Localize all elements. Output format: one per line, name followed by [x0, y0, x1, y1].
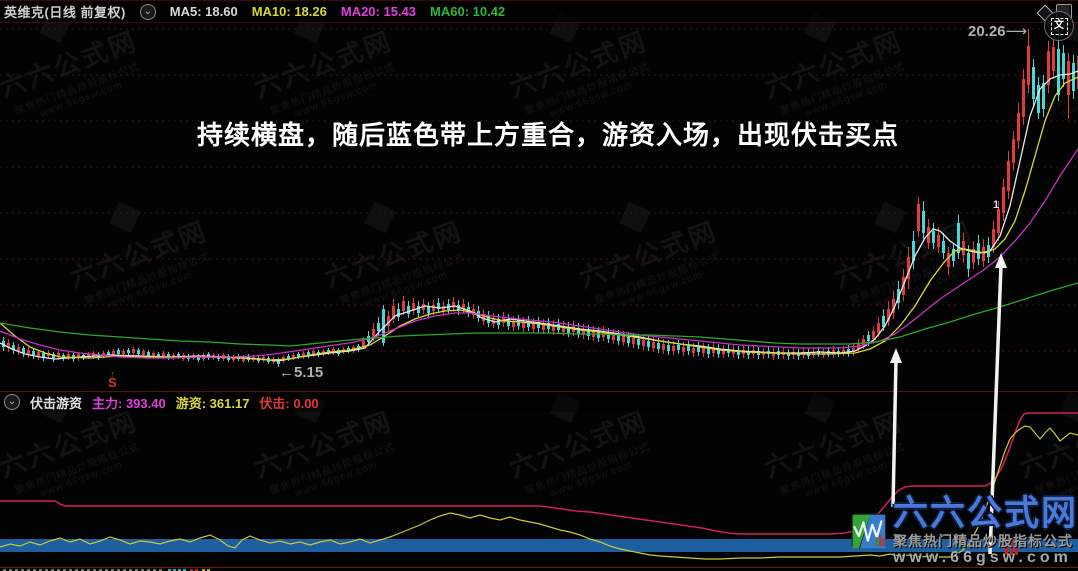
clipped-bottom-row: [0, 569, 1078, 571]
site-logo: 六六公式网 聚焦热门精品炒股指标公式 www.66gsw.com: [851, 496, 1078, 569]
text-tool-button[interactable]: 文: [1044, 11, 1074, 41]
high-price-arrow-icon: ⟶: [1005, 23, 1028, 40]
sell-signal-marker: ↑ S: [108, 369, 117, 390]
site-logo-subtitle: 聚焦热门精品炒股指标公式: [892, 533, 1073, 549]
symbol-title: 英维克(日线 前复权): [4, 5, 126, 20]
ma60-label: MA60: 10.42: [430, 4, 506, 19]
signal-bar: [1005, 539, 1008, 555]
ma5-label: MA5: 18.60: [169, 4, 238, 19]
indicator-name: 伏击游资: [30, 395, 83, 411]
ma10-label: MA10: 18.26: [251, 4, 327, 19]
ma-line-MA10: [0, 76, 1078, 361]
clipped-text-fragment: [168, 569, 187, 571]
ma20-label: MA20: 15.43: [340, 4, 417, 19]
high-price-label: 20.26⟶: [968, 23, 1028, 40]
clipped-text-fragment: [202, 569, 212, 571]
fuji-value-label: 伏击: 0.00: [259, 395, 319, 411]
indicator-collapse-chevron-icon[interactable]: ⌄: [4, 394, 20, 410]
low-price-label: ←5.15: [279, 364, 324, 381]
bar-index-marker: 1: [993, 199, 1000, 211]
panel-divider-line: [0, 567, 1078, 568]
clipped-text-fragment: [190, 569, 200, 571]
youzi-value-label: 游资: 361.17: [175, 395, 250, 411]
site-logo-icon: [851, 513, 886, 549]
ma-line-MA20: [0, 148, 1078, 359]
collapse-chevron-icon[interactable]: ⌄: [139, 3, 156, 20]
indicator-header: ⌄ 伏击游资 主力: 393.40 游资: 361.17 伏击: 0.00: [0, 391, 1078, 412]
sell-arrow-icon: ↑: [110, 369, 115, 379]
signal-bar: [1015, 540, 1018, 555]
candles: [2, 26, 1078, 367]
text-tool-icon: 文: [1050, 17, 1068, 35]
chart-header: 英维克(日线 前复权) ⌄ MA5: 18.60 MA10: 18.26 MA2…: [0, 1, 1078, 23]
main-price-chart[interactable]: [0, 23, 1078, 392]
zhuli-value-label: 主力: 393.40: [92, 395, 166, 411]
ma-line-MA60: [0, 282, 1078, 347]
indicator-line-游资: [0, 425, 1078, 560]
chart-annotation-text: 持续横盘，随后蓝色带上方重合，游资入场，出现伏击买点: [197, 120, 900, 150]
clipped-text-fragment: [3, 569, 165, 571]
site-logo-title: 六六公式网: [892, 494, 1078, 533]
signal-bar: [1010, 538, 1013, 555]
site-logo-url: www.66gsw.com: [892, 549, 1072, 566]
